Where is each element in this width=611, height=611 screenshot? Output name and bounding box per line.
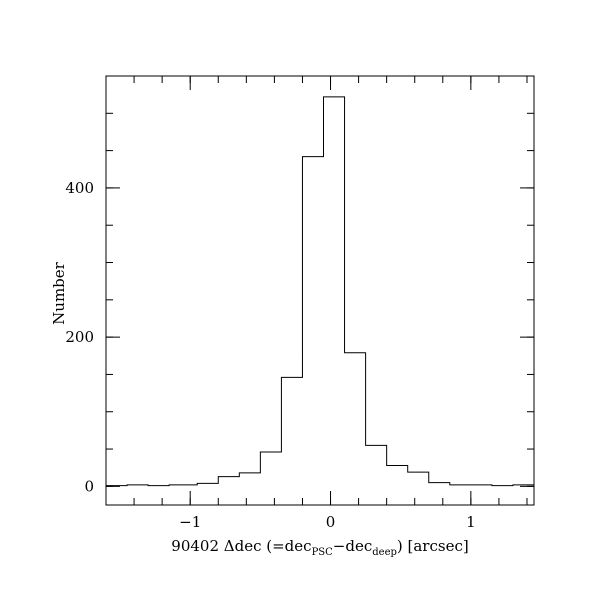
major-ticks (106, 76, 534, 505)
plot-frame (105, 75, 535, 506)
histogram-step-line (106, 96, 534, 487)
x-axis-title-sub-psc: PSC (312, 547, 334, 558)
tick-labels: −1 0 1 0 200 400 (65, 179, 475, 531)
x-axis-title-sub-deep: deep (372, 547, 397, 558)
y-axis-title: Number (50, 261, 68, 324)
y-tick-label: 400 (65, 179, 94, 197)
x-axis-title-mid: −dec (333, 537, 372, 555)
y-tick-label: 200 (65, 328, 94, 346)
x-axis-title-prefix: 90402 Δdec (=dec (171, 537, 311, 555)
x-tick-label: 0 (326, 513, 336, 531)
x-tick-label: −1 (179, 513, 201, 531)
x-tick-label: 1 (466, 513, 476, 531)
minor-ticks (105, 75, 534, 505)
y-tick-label: 0 (84, 477, 94, 495)
x-axis-title-suffix: ) [arcsec] (397, 537, 469, 555)
x-axis-title: 90402 Δdec (=decPSC−decdeep) [arcsec] (171, 537, 468, 558)
